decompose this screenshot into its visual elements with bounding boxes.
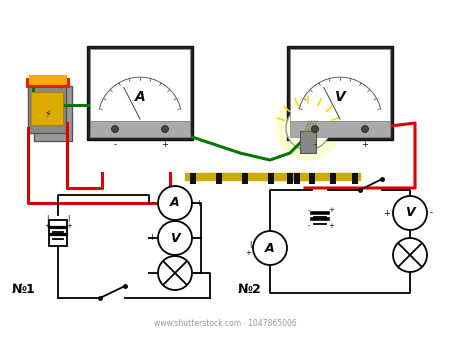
Circle shape (311, 126, 319, 132)
Text: -: - (314, 140, 316, 149)
Bar (28, 78, 66, 133)
Bar (90, 121, 190, 137)
Text: V: V (335, 90, 346, 104)
Text: +: + (195, 198, 202, 208)
Bar (352, 173, 358, 184)
Circle shape (393, 238, 427, 272)
Text: -: - (307, 207, 310, 213)
Circle shape (361, 126, 369, 132)
Text: +: + (328, 207, 334, 213)
Bar (290, 49, 390, 121)
Text: +: + (328, 223, 334, 229)
Circle shape (158, 221, 192, 255)
Text: +: + (66, 223, 72, 230)
Bar (34, 86, 72, 141)
Text: +: + (148, 234, 155, 242)
Circle shape (112, 126, 118, 132)
Text: V: V (170, 232, 180, 244)
Circle shape (158, 256, 192, 290)
Bar (290, 121, 390, 137)
Bar (330, 173, 336, 184)
Bar (49, 220, 67, 246)
Bar (268, 173, 274, 184)
Text: V: V (405, 207, 415, 219)
Bar (309, 173, 315, 184)
Text: +: + (245, 250, 251, 256)
Circle shape (286, 106, 330, 150)
Text: №2: №2 (238, 283, 262, 296)
Text: -: - (307, 223, 310, 229)
Text: |: | (46, 215, 49, 222)
Text: A: A (170, 196, 180, 210)
Text: ⚡: ⚡ (45, 109, 51, 119)
Bar (216, 173, 222, 184)
Text: №1: №1 (12, 283, 36, 296)
Bar (287, 173, 293, 184)
Circle shape (162, 126, 168, 132)
Bar (287, 46, 393, 140)
Circle shape (158, 186, 192, 220)
Circle shape (393, 196, 427, 230)
Text: -: - (195, 234, 198, 242)
Text: A: A (265, 241, 275, 255)
Bar (242, 173, 248, 184)
Text: |: | (248, 241, 251, 247)
Text: -: - (152, 198, 155, 208)
Bar (87, 46, 193, 140)
Text: -: - (430, 209, 433, 217)
Circle shape (253, 231, 287, 265)
Text: +: + (383, 209, 390, 217)
Text: A: A (135, 90, 145, 104)
Bar (300, 131, 316, 153)
Bar (294, 173, 300, 184)
Text: www.shutterstock.com · 1047865006: www.shutterstock.com · 1047865006 (153, 318, 297, 328)
Text: +: + (361, 140, 369, 149)
Bar (190, 173, 196, 184)
Text: +: + (44, 223, 50, 230)
Bar (31, 92, 63, 125)
Text: +: + (162, 140, 168, 149)
Text: -: - (113, 140, 117, 149)
Circle shape (275, 95, 341, 161)
Bar (90, 49, 190, 121)
Text: |: | (68, 215, 70, 222)
Bar (26, 78, 70, 88)
Bar (29, 75, 67, 85)
